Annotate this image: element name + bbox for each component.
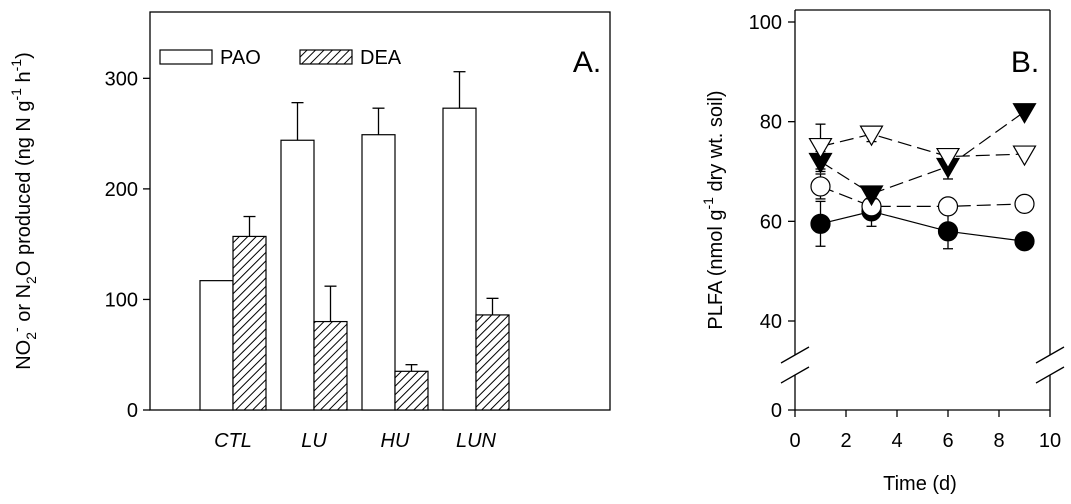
label-part: or N (13, 284, 35, 327)
y-tick-label: 80 (760, 112, 782, 134)
marker (808, 137, 833, 159)
bar (475, 314, 510, 411)
marker (937, 196, 959, 217)
x-tick-label: 6 (942, 430, 953, 452)
y-tick-label: 100 (105, 289, 138, 311)
error-bar (453, 71, 466, 109)
break-mark (1035, 346, 1065, 364)
y-tick-label: 300 (105, 68, 138, 90)
marker (810, 176, 831, 197)
series-line (820, 133, 1025, 158)
x-tick-label: 4 (891, 430, 902, 452)
annotation: B. (1011, 46, 1039, 79)
marker (1014, 231, 1035, 252)
legend-label: DEA (360, 47, 402, 69)
label-part: - (8, 327, 24, 332)
bar (232, 235, 267, 411)
bar (394, 370, 429, 411)
marker (935, 147, 961, 169)
y-tick-label: 0 (127, 400, 138, 422)
x-tick-label: HU (381, 430, 410, 452)
label-part: ) (13, 52, 35, 59)
y-tick-label: 40 (760, 311, 782, 333)
legend-swatch (159, 49, 213, 65)
label-part: 2 (23, 276, 39, 284)
error-bar (486, 297, 499, 315)
marker (1014, 193, 1035, 214)
bar (361, 134, 396, 411)
marker (1012, 145, 1037, 167)
error-bar (372, 107, 385, 135)
label-part: O produced (ng N g (13, 101, 35, 277)
y-tick-label: 60 (760, 211, 782, 233)
label-part: h (13, 71, 35, 88)
break-mark (780, 346, 810, 364)
label-part: 2 (23, 332, 39, 340)
annotation: A. (573, 46, 601, 79)
x-tick-label: CTL (214, 430, 252, 452)
x-tick-label: 8 (993, 430, 1004, 452)
marker (859, 125, 884, 147)
y-tick-label: 0 (771, 400, 782, 422)
series-line (820, 111, 1025, 195)
marker (1012, 103, 1037, 124)
y-tick-label: 200 (105, 179, 138, 201)
x-tick-label: LUN (456, 430, 497, 452)
marker (859, 185, 884, 207)
error-bar (405, 364, 418, 372)
label-part: dry wt. soil) (705, 90, 727, 197)
label-part: -1 (8, 88, 24, 101)
break-mark (1035, 366, 1065, 384)
x-tick-label: 0 (789, 430, 800, 452)
legend-label: PAO (220, 47, 261, 69)
label-part: -1 (8, 59, 24, 72)
break-mark (780, 366, 810, 384)
y-tick-label: 100 (749, 12, 782, 34)
marker (937, 221, 959, 242)
bar (313, 320, 348, 411)
error-bar (243, 215, 256, 237)
x-axis-label: Time (d) (883, 473, 957, 495)
x-tick-label: 2 (840, 430, 851, 452)
series-line (820, 210, 1025, 242)
label-part: NO (13, 340, 35, 370)
label-part: -1 (700, 197, 716, 210)
bar (280, 139, 315, 411)
y-axis-label: NO2- or N2O produced (ng N g-1 h-1) (8, 52, 39, 370)
bar (199, 280, 234, 411)
error-bar (324, 285, 337, 322)
error-bar (291, 102, 304, 141)
marker (810, 213, 831, 234)
x-tick-label: 10 (1039, 430, 1061, 452)
y-axis-label: PLFA (nmol g-1 dry wt. soil) (700, 90, 727, 329)
bar (442, 107, 477, 411)
label-part: PLFA (nmol g (705, 210, 727, 330)
series-line (820, 185, 1025, 207)
x-tick-label: LU (301, 430, 327, 452)
legend-swatch (299, 49, 353, 65)
